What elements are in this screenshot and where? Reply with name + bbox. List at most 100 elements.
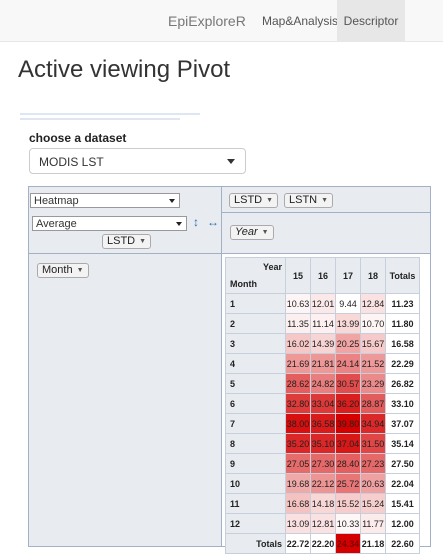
heatmap-cell: 24.82	[310, 373, 336, 394]
heatmap-cell: 14.39	[310, 333, 336, 354]
heatmap-cell: 12.81	[310, 513, 336, 534]
heatmap-cell: 35.20	[285, 433, 311, 454]
heatmap-cell: 39.80	[335, 413, 361, 434]
heatmap-cell: 12.01	[310, 293, 336, 314]
heatmap-cell: 11.35	[285, 313, 311, 334]
nav-descriptor[interactable]: Descriptor	[337, 0, 405, 42]
row-total-cell: 35.14	[385, 433, 420, 454]
row-header: 5	[225, 373, 286, 394]
heatmap-cell: 14.18	[310, 493, 336, 514]
row-header: 3	[225, 333, 286, 354]
row-header: 11	[225, 493, 286, 514]
field-pill-year[interactable]: Year ▼	[230, 225, 274, 240]
chevron-down-icon: ▼	[76, 267, 84, 274]
row-header: 1	[225, 293, 286, 314]
chevron-down-icon	[169, 199, 175, 203]
aggregator-select[interactable]: Average	[32, 216, 187, 231]
heatmap-cell: 13.99	[335, 313, 361, 334]
col-total-cell: 24.34	[335, 533, 361, 554]
heatmap-cell: 19.68	[285, 473, 311, 494]
heatmap-cell: 28.62	[285, 373, 311, 394]
field-pill-label: Month	[42, 264, 73, 276]
heatmap-cell: 21.52	[360, 353, 386, 374]
heatmap-cell: 27.30	[310, 453, 336, 474]
renderer-select[interactable]: Heatmap	[30, 193, 180, 208]
heatmap-cell: 35.10	[310, 433, 336, 454]
pivot-row: 6 32.80 33.04 36.20 28.87 33.10	[225, 393, 420, 414]
row-header: 2	[225, 313, 286, 334]
col-header: 16	[310, 257, 336, 294]
row-header: 8	[225, 433, 286, 454]
heatmap-cell: 10.63	[285, 293, 311, 314]
row-order-icon[interactable]: ↕	[193, 215, 199, 229]
field-pill-label: LSTN	[289, 194, 318, 206]
heatmap-cell: 13.09	[285, 513, 311, 534]
pivot-table: Year 15 16 17 18 Totals Month 1 10.63 12.0…	[225, 257, 420, 554]
grand-total-cell: 22.60	[385, 533, 420, 554]
heatmap-cell: 11.77	[360, 513, 386, 534]
faded-line	[20, 118, 180, 120]
chevron-down-icon: ▼	[139, 238, 147, 245]
heatmap-cell: 16.02	[285, 333, 311, 354]
aggregator-field-select[interactable]: LSTD ▼	[102, 234, 152, 249]
divider	[29, 253, 430, 254]
divider	[221, 212, 430, 213]
heatmap-cell: 15.24	[360, 493, 386, 514]
field-pill-month[interactable]: Month ▼	[37, 263, 89, 278]
heatmap-cell: 30.57	[335, 373, 361, 394]
row-header: 10	[225, 473, 286, 494]
row-header: 9	[225, 453, 286, 474]
col-header: 17	[335, 257, 361, 294]
heatmap-cell: 36.58	[310, 413, 336, 434]
row-total-cell: 11.80	[385, 313, 420, 334]
row-header: 4	[225, 353, 286, 374]
aggregator-field-value: LSTD	[107, 235, 136, 247]
col-total-cell: 21.18	[360, 533, 386, 554]
col-total-cell: 22.20	[310, 533, 336, 554]
row-total-cell: 12.00	[385, 513, 420, 534]
row-total-cell: 22.04	[385, 473, 420, 494]
row-total-cell: 33.10	[385, 393, 420, 414]
pivot-row: 7 38.00 36.58 39.80 34.94 37.07	[225, 413, 420, 434]
field-pill-lstd[interactable]: LSTD ▼	[229, 193, 279, 208]
navbar-brand[interactable]: EpiExploreR	[168, 13, 246, 29]
row-total-cell: 37.07	[385, 413, 420, 434]
row-total-cell: 15.41	[385, 493, 420, 514]
heatmap-cell: 24.14	[335, 353, 361, 374]
pivot-row: 3 16.02 14.39 20.25 15.67 16.58	[225, 333, 420, 354]
heatmap-cell: 34.94	[360, 413, 386, 434]
field-pill-label: LSTD	[234, 194, 263, 206]
navbar: EpiExploreR Map&Analysis Descriptor	[0, 0, 443, 42]
col-axis-label: Year	[225, 257, 286, 276]
heatmap-cell: 27.23	[360, 453, 386, 474]
heatmap-cell: 21.69	[285, 353, 311, 374]
col-order-icon[interactable]: ↔	[207, 215, 219, 229]
heatmap-cell: 15.52	[335, 493, 361, 514]
field-pill-label: Year	[235, 226, 258, 238]
heatmap-cell: 36.20	[335, 393, 361, 414]
row-header: 12	[225, 513, 286, 534]
heatmap-cell: 28.40	[335, 453, 361, 474]
dataset-label: choose a dataset	[29, 131, 127, 145]
heatmap-cell: 10.33	[335, 513, 361, 534]
field-pill-lstn[interactable]: LSTN ▼	[284, 193, 334, 208]
row-axis-label: Month	[225, 275, 286, 294]
pivot-row: 12 13.09 12.81 10.33 11.77 12.00	[225, 513, 420, 534]
dataset-select[interactable]: MODIS LST	[29, 148, 246, 174]
pivot-header-row: Year 15 16 17 18 Totals	[225, 257, 420, 294]
row-total-cell: 16.58	[385, 333, 420, 354]
divider	[221, 187, 222, 546]
nav-map-analysis[interactable]: Map&Analysis	[262, 14, 339, 28]
col-total-cell: 22.72	[285, 533, 311, 554]
heatmap-cell: 33.04	[310, 393, 336, 414]
heatmap-cell: 38.00	[285, 413, 311, 434]
totals-row-header: Totals	[225, 533, 286, 554]
heatmap-cell: 37.04	[335, 433, 361, 454]
row-header: 6	[225, 393, 286, 414]
faded-line	[20, 113, 200, 115]
heatmap-cell: 10.70	[360, 313, 386, 334]
row-total-cell: 11.23	[385, 293, 420, 314]
heatmap-cell: 27.05	[285, 453, 311, 474]
pivot-row: 10 19.68 22.12 25.72 20.63 22.04	[225, 473, 420, 494]
heatmap-cell: 21.81	[310, 353, 336, 374]
